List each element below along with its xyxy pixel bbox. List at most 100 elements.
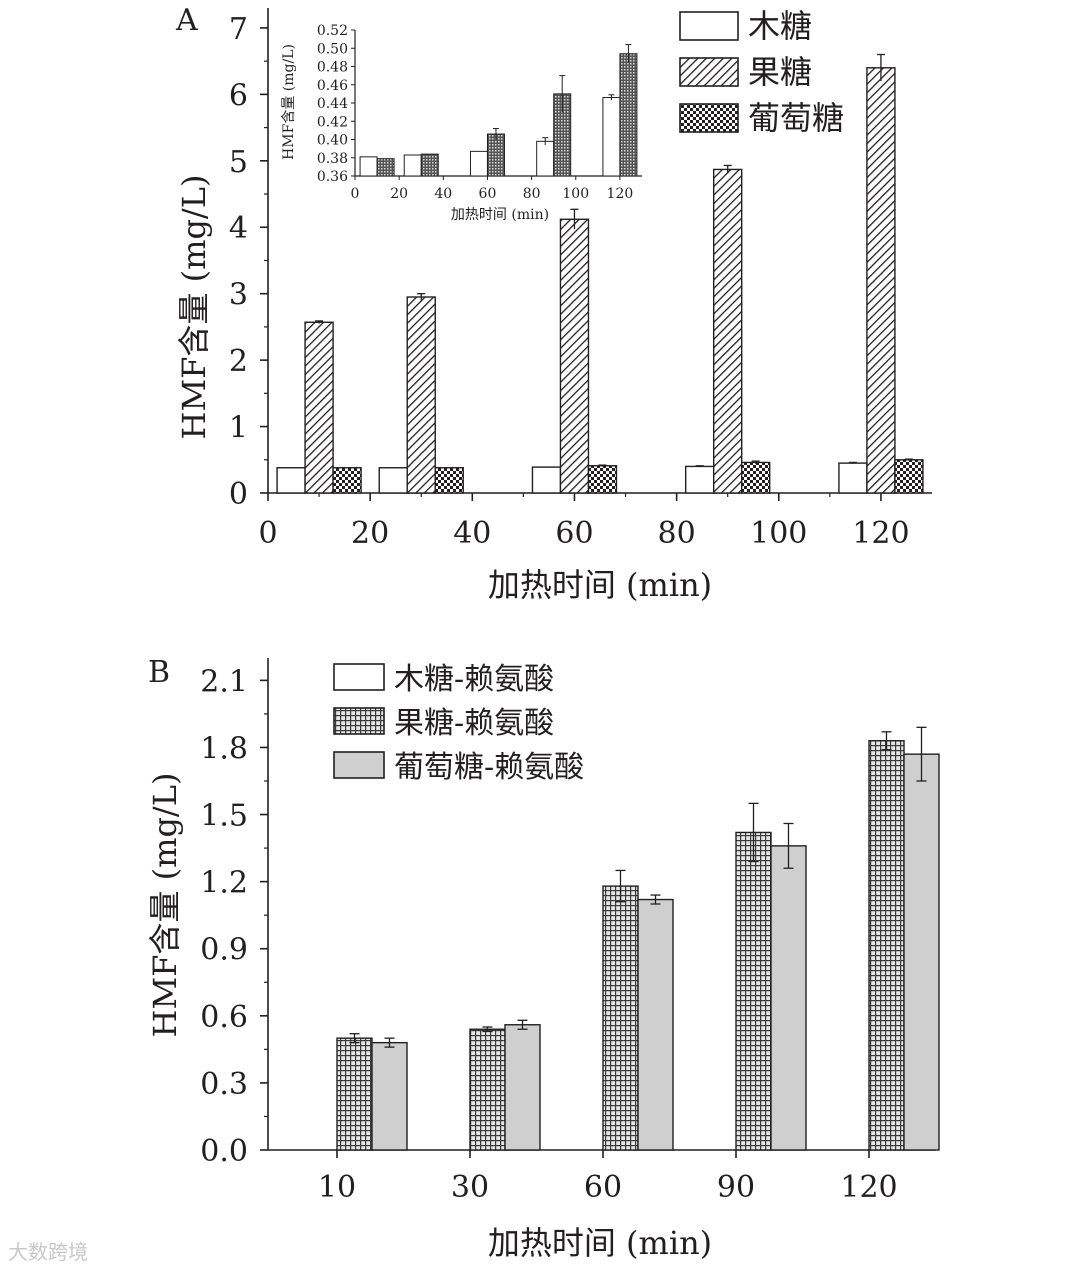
- inset-x-label: 加热时间 (min): [451, 207, 549, 223]
- panel-a-y-tick-label: 5: [229, 145, 248, 180]
- panel-b-bar: [602, 885, 639, 1151]
- panel-a-bar: [304, 321, 334, 494]
- panel-b-y-tick-label: 0.6: [200, 1000, 248, 1035]
- inset-x-tick-label: 60: [479, 186, 497, 202]
- panel-a-x-tick-label: 120: [852, 516, 909, 551]
- panel-b-y-tick-label: 1.5: [200, 799, 248, 834]
- inset-y-tick-label: 0.48: [317, 60, 348, 76]
- legend-a-swatch-xylose: [679, 11, 739, 41]
- inset-x-tick-label: 20: [390, 186, 408, 202]
- panel-a-bars: [276, 53, 924, 494]
- panel-a-y-tick-label: 2: [229, 344, 248, 379]
- panel-a-bar: [838, 462, 868, 494]
- panel-b-x-tick-label: 60: [584, 1170, 622, 1205]
- panel-b-x-tick-label: 10: [318, 1170, 356, 1205]
- inset-bar: [536, 140, 555, 177]
- inset-y-tick-label: 0.46: [317, 78, 348, 94]
- inset-y-tick-label: 0.50: [317, 41, 348, 57]
- panel-a-x-tick-label: 40: [453, 516, 491, 551]
- panel-a-bar: [559, 218, 590, 494]
- panel-a-inset: 0.36 0.38 0.40 0.42 0.44 0.46 0.48 0.50 0.52 0 20…: [281, 23, 642, 223]
- panel-b-bar: [371, 1041, 408, 1151]
- inset-bar: [403, 154, 422, 177]
- inset-y-tick-label: 0.52: [317, 23, 348, 39]
- panel-a-x-label: 加热时间 (min): [488, 566, 712, 604]
- panel-b-bar: [868, 740, 905, 1151]
- inset-y-tick-label: 0.36: [317, 169, 348, 185]
- panel-a-bar: [434, 467, 464, 494]
- panel-b-x-tick-label: 120: [840, 1170, 897, 1205]
- panel-b-bar: [637, 898, 674, 1151]
- panel-a-y-tick-label: 7: [229, 12, 248, 47]
- panel-b: B 0.0 0.3 0.6 0.9 1.2 1.5 1.8 2.1 10 30 60 90 120 加…: [146, 655, 940, 1262]
- inset-x-ticks: 0 20 40 60 80 100 120: [351, 176, 633, 202]
- panel-a-y-tick-label: 6: [229, 78, 248, 113]
- panel-a-y-tick-label: 4: [229, 211, 248, 246]
- panel-b-x-tick-label: 90: [717, 1170, 755, 1205]
- inset-bar: [376, 158, 395, 177]
- legend-b-label-glucose-lysine: 葡萄糖-赖氨酸: [394, 750, 584, 785]
- panel-a-x-tick-label: 100: [750, 516, 807, 551]
- panel-b-legend: 木糖-赖氨酸 果糖-赖氨酸 葡萄糖-赖氨酸: [333, 662, 584, 785]
- inset-bar: [469, 150, 488, 177]
- inset-x-tick-label: 100: [562, 186, 589, 202]
- inset-y-tick-label: 0.44: [317, 96, 348, 112]
- inset-x-tick-label: 0: [351, 186, 360, 202]
- panel-b-bar: [504, 1024, 541, 1151]
- panel-b-bars: [336, 726, 940, 1151]
- panel-a-bar: [740, 461, 771, 494]
- inset-bar: [602, 97, 621, 177]
- panel-b-y-label: HMF含量 (mg/L): [146, 773, 184, 1038]
- panel-a-y-tick-label: 1: [229, 411, 248, 446]
- legend-b-swatch-fructose-lysine: [333, 707, 385, 735]
- panel-a-bar: [332, 467, 362, 494]
- panel-b-y-tick-label: 1.2: [200, 866, 248, 901]
- panel-a-x-tick-label: 60: [555, 516, 593, 551]
- inset-x-tick-label: 40: [434, 186, 452, 202]
- legend-a-label-fructose: 果糖: [748, 53, 812, 91]
- panel-b-x-ticks: 10 30 60 90 120: [318, 1150, 898, 1205]
- inset-bar: [420, 153, 439, 177]
- panel-b-y-tick-label: 0.0: [200, 1134, 248, 1169]
- inset-y-tick-label: 0.42: [317, 114, 348, 130]
- panel-a-x-ticks: 0 20 40 60 80 100 120: [258, 493, 910, 551]
- panel-a: A 0 1 2 3 4 5 6 7 0 20 40 60 80 100 120 加热时间 (min) HM…: [175, 3, 932, 604]
- panel-a-bar: [378, 467, 408, 494]
- panel-a-bar: [894, 459, 924, 494]
- panel-a-y-ticks: 0 1 2 3 4 5 6 7: [229, 12, 268, 512]
- inset-y-ticks: 0.36 0.38 0.40 0.42 0.44 0.46 0.48 0.50 0.52: [317, 23, 355, 185]
- panel-a-bar: [866, 67, 896, 494]
- panel-a-x-tick-label: 20: [351, 516, 389, 551]
- panel-a-bar: [684, 465, 715, 494]
- legend-b-swatch-xylose-lysine: [333, 663, 385, 691]
- inset-x-tick-label: 80: [523, 186, 541, 202]
- panel-b-x-label: 加热时间 (min): [488, 1224, 712, 1262]
- inset-bar: [486, 133, 505, 177]
- panel-a-bar: [531, 466, 562, 494]
- legend-a-swatch-glucose: [679, 103, 739, 133]
- panel-a-x-tick-label: 0: [258, 516, 277, 551]
- inset-bar: [619, 53, 638, 177]
- panel-b-bar: [735, 831, 772, 1151]
- legend-b-swatch-glucose-lysine: [333, 751, 385, 779]
- legend-b-label-xylose-lysine: 木糖-赖氨酸: [394, 662, 554, 697]
- panel-a-bar: [276, 467, 306, 494]
- inset-bar: [359, 156, 378, 177]
- panel-b-y-tick-label: 2.1: [200, 664, 248, 699]
- inset-y-label: HMF含量 (mg/L): [281, 44, 297, 160]
- legend-a-swatch-fructose: [679, 57, 739, 87]
- inset-bars: [359, 44, 638, 177]
- legend-b-label-fructose-lysine: 果糖-赖氨酸: [394, 706, 554, 741]
- legend-a-label-xylose: 木糖: [748, 7, 812, 45]
- inset-y-tick-label: 0.38: [317, 151, 348, 167]
- panel-a-y-label: HMF含量 (mg/L): [175, 175, 213, 440]
- panel-b-y-tick-label: 0.3: [200, 1067, 248, 1102]
- inset-y-tick-label: 0.40: [317, 133, 348, 149]
- panel-a-bar: [406, 296, 436, 494]
- panel-a-x-tick-label: 80: [658, 516, 696, 551]
- panel-b-y-tick-label: 0.9: [200, 933, 248, 968]
- panel-a-bar: [712, 168, 743, 494]
- panel-a-y-tick-label: 3: [229, 278, 248, 313]
- watermark: 大数跨境: [8, 1240, 88, 1264]
